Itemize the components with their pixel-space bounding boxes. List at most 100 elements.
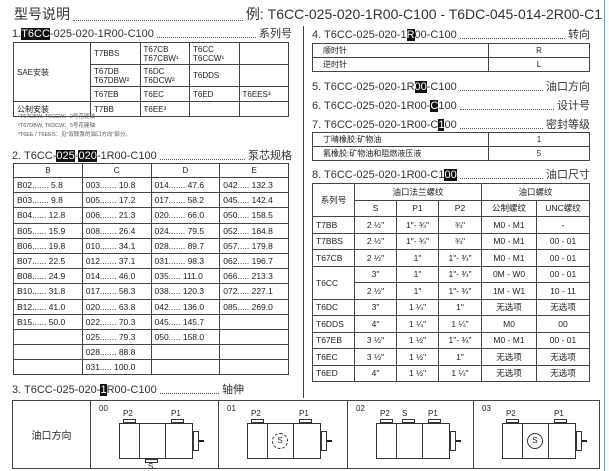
- table-cell: 012....... 37.1: [81, 252, 152, 270]
- table-cell: T6DDS: [312, 315, 355, 333]
- table-row: B04...... 12.8 006....... 21.3 020....... …: [13, 207, 289, 224]
- table-cell: 025....... 79.3: [81, 328, 152, 346]
- pump-section: [396, 423, 423, 459]
- pump-cartridge-table: B C D E B02....... 5.8 003....... 10.8 014....…: [13, 163, 289, 376]
- table-row: T7BB 2 ½" 1"- ¾" ¾" M0 - M1-: [312, 216, 590, 234]
- table-row: T67CB 2 ½" 1" 1"- ¾" M0 - M1 00 - 01: [312, 249, 590, 267]
- table-cell: 1"- ¾": [396, 232, 439, 250]
- table-row: B07...... 22.5 012....... 37.1 031....... …: [13, 252, 289, 270]
- table-cell: [13, 344, 83, 361]
- port-label: P1: [299, 409, 309, 418]
- table-cell: 010....... 34.1: [81, 237, 152, 254]
- table-cell: 031..... 100.0: [81, 359, 152, 376]
- table-cell: 024....... 79.5: [150, 222, 221, 239]
- option-code: 02: [356, 404, 365, 413]
- pump-section: [139, 423, 166, 459]
- table-cell: 020....... 63.8: [81, 298, 152, 315]
- series-table: SAE安装 T7BBS T67CB T67CBW¹ T6CC T6CCW¹ T67DB…: [13, 42, 289, 117]
- dot-leader: [156, 37, 256, 38]
- table-cell: 008....... 26.4: [81, 222, 152, 239]
- port-p1: [171, 419, 184, 423]
- table-cell: 00 - 01: [536, 265, 590, 283]
- table-cell: 1 ¼": [396, 315, 439, 333]
- table-cell: 1 ½": [396, 331, 439, 349]
- table-cell: 042..... 132.3: [219, 176, 289, 194]
- dot-leader: [459, 109, 554, 110]
- table-cell: 005....... 17.2: [81, 192, 152, 209]
- table-cell: B02....... 5.8: [13, 176, 83, 194]
- table-cell: 3": [354, 298, 397, 316]
- table-cell: 1 ½": [396, 364, 439, 382]
- table-row: T6EC 3 ½" 1 ½" 1" 无选项 无选项: [312, 348, 590, 366]
- column-divider: [303, 26, 304, 398]
- table-cell: T7BBS: [312, 232, 355, 250]
- table-cell: 无选项: [536, 348, 590, 366]
- table-cell: 无选项: [481, 364, 538, 382]
- table-cell: 045..... 142.4: [219, 192, 289, 209]
- section-5-header: 5. T6CC-025-020-1R 00 -C100 油口方向: [312, 81, 590, 93]
- table-cell: 038..... 120.3: [150, 283, 221, 300]
- page-title: 型号说明 例: T6CC-025-020-1R00-C100 - T6DC-045…: [14, 6, 602, 22]
- shaft: [456, 440, 461, 442]
- port-s: [145, 459, 158, 463]
- port-label: P2: [123, 409, 133, 418]
- table-cell: 028....... 89.7: [150, 237, 221, 254]
- table-row: 025....... 79.3 050..... 158.0: [13, 328, 289, 346]
- table-cell: 无选项: [481, 348, 538, 366]
- table-row: B12...... 41.0 020....... 63.8 042..... 13…: [13, 298, 289, 315]
- shaft: [582, 440, 587, 442]
- table-cell: 014....... 46.0: [81, 268, 152, 285]
- table-cell: 057..... 179.8: [219, 237, 289, 254]
- table-cell: 2 ½": [354, 282, 397, 300]
- table-row: T7BBS 2 ½" 1"- ¾" ¾" M0 - M1 00 - 01: [312, 232, 590, 250]
- table-cell: B06...... 19.8: [13, 237, 83, 254]
- table-cell: [150, 344, 221, 361]
- shaft-flange: [193, 431, 199, 451]
- table-cell: 050..... 158.0: [150, 328, 221, 346]
- port-label: S: [402, 409, 408, 418]
- table-cell: 2 ½": [354, 216, 397, 234]
- option-01: 01 P2 P1 S: [219, 401, 348, 468]
- table-cell: 085..... 269.0: [219, 298, 289, 315]
- table-cell: B08...... 24.9: [13, 268, 83, 285]
- table-cell: T7BB: [312, 216, 355, 234]
- table-cell: B12...... 41.0: [13, 298, 83, 315]
- port-p2: [123, 419, 136, 423]
- table-cell: M0 - M1: [481, 331, 538, 349]
- dot-leader: [459, 38, 565, 39]
- table-row: 031..... 100.0: [13, 359, 289, 376]
- table-cell: T67EB: [312, 331, 355, 349]
- port-s-circle: S: [272, 433, 288, 449]
- table-cell: [219, 344, 289, 361]
- column-header: C: [81, 163, 152, 178]
- shaft: [199, 440, 204, 442]
- table-cell: 无选项: [481, 298, 538, 316]
- table-cell: [13, 328, 83, 346]
- table-cell: B05...... 15.9: [13, 222, 83, 239]
- table-cell: 022....... 70.3: [81, 313, 152, 330]
- table-cell: 3 ½": [354, 331, 397, 349]
- column-header: B: [13, 163, 83, 178]
- table-cell: 066..... 213.3: [219, 268, 289, 285]
- port-p2: [251, 419, 264, 423]
- dot-leader: [159, 159, 245, 160]
- table-cell: -: [536, 216, 590, 234]
- table-cell: B04...... 12.8: [13, 207, 83, 224]
- table-row: T67EB 3 ½" 1 ½" 1"- ¾" M0 - M1 00 - 01: [312, 331, 590, 349]
- dot-leader: [159, 393, 219, 394]
- table-cell: 1": [396, 265, 439, 283]
- table-cell: 062..... 196.7: [219, 252, 289, 270]
- table-row: T6ED 4" 1 ½" 1 ¼" 无选项 无选项: [312, 364, 590, 382]
- dot-leader: [73, 20, 243, 21]
- port-s: [402, 419, 415, 423]
- port-direction-diagram: 油口方向 00 P2 P1 S 01 P2 P1 S 02 P2 S P1 03 P2 P1 S: [12, 400, 600, 471]
- table-cell: B15...... 50.0: [13, 313, 83, 330]
- table-cell: T6CC: [312, 265, 355, 300]
- option-code: 03: [482, 404, 491, 413]
- table-cell: T6EC: [312, 348, 355, 366]
- shaft: [327, 440, 332, 442]
- table-cell: 014....... 47.6: [150, 176, 221, 194]
- table-cell: 1"- ¾": [437, 249, 483, 267]
- table-row: B08...... 24.9 014....... 46.0 035..... 11…: [13, 268, 289, 285]
- table-cell: 1 ¼": [437, 364, 483, 382]
